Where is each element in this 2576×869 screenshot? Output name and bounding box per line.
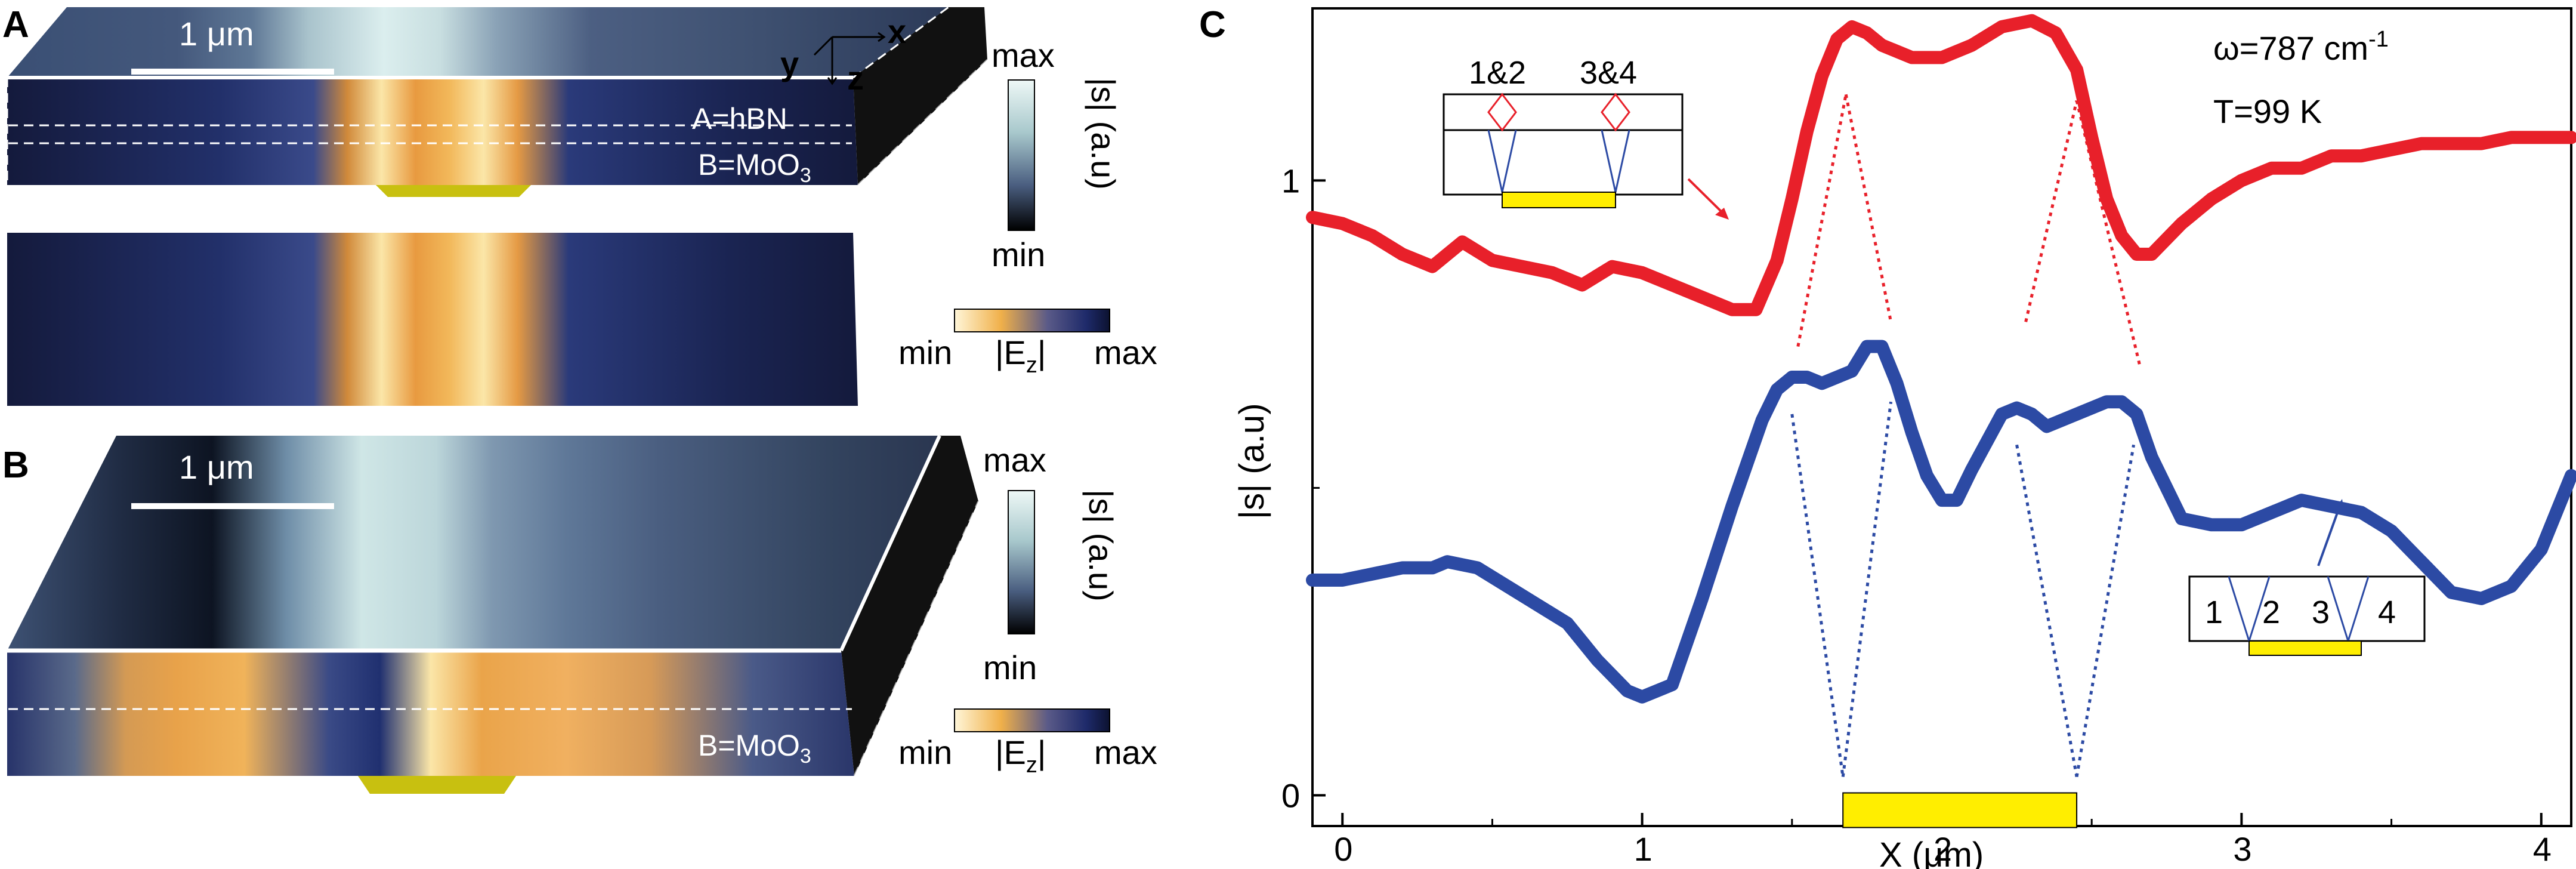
panel-a-cbar-max: max xyxy=(992,36,1055,74)
panel-b-colorbar-e xyxy=(954,708,1110,732)
inset-bottom: 1 2 3 4 xyxy=(2188,499,2426,656)
y-tick-label: 0 xyxy=(1281,776,1300,814)
panel-a-gold-contact xyxy=(376,185,531,197)
panel-b-cbar-min: min xyxy=(983,649,1037,686)
omega-label: ω=787 cm-1 xyxy=(2213,27,2389,67)
panel-a-colorbar-e xyxy=(954,309,1110,332)
x-axis-label: X (μm) xyxy=(1879,836,1984,869)
panel-c-letter: C xyxy=(1199,4,1226,45)
panel-a-axes-triad xyxy=(813,32,886,85)
blue-guide-line xyxy=(2075,444,2135,778)
panel-b: B 1 μm B=MoO3 max min |s| (a.u) min max … xyxy=(2,434,1157,794)
gold-antenna-bar xyxy=(1842,792,2078,828)
panel-b-colorbar-s xyxy=(1008,490,1035,634)
x-tick-label: 3 xyxy=(2233,830,2251,868)
red-guide-line xyxy=(2024,100,2078,322)
chart-series xyxy=(1306,14,2576,704)
y-axis-label: |s| (a.u) xyxy=(1233,403,1271,519)
axis-ticks: 0 1 2 3 401 xyxy=(1281,162,2552,868)
panel-a-cbar-label: |s| (a.u) xyxy=(1085,78,1122,190)
panel-a-ecbar-min: min xyxy=(898,334,952,371)
inset-bottom-3: 3 xyxy=(2312,594,2330,630)
inset-bottom-1: 1 xyxy=(2205,594,2223,630)
panel-a-layer-a: A=hBN xyxy=(692,102,787,135)
chart-overlays xyxy=(1790,94,2142,828)
inset-top: 1&2 3&4 xyxy=(1443,55,1729,220)
panel-b-front-face xyxy=(7,651,854,776)
panel-b-ecbar-max: max xyxy=(1094,734,1157,771)
x-tick-label: 4 xyxy=(2533,830,2552,868)
panel-b-letter: B xyxy=(2,445,29,486)
panel-a-axis-z: z xyxy=(847,59,864,97)
inset-bottom-4: 4 xyxy=(2378,594,2396,630)
x-tick-label: 2 xyxy=(1933,830,1952,868)
panel-a-axis-x: x xyxy=(888,13,906,50)
inset-top-label-34: 3&4 xyxy=(1580,55,1637,91)
panel-c: C |s| (a.u) X (μm) 0 1 2 3 401 ω=787 cm-1 T=… xyxy=(1199,4,2576,869)
panel-a-layer-b: B=MoO3 xyxy=(698,148,811,187)
panel-b-gold-contact xyxy=(358,776,516,794)
panel-b-ecbar-label: |Ez| xyxy=(995,734,1046,778)
inset-bottom-2: 2 xyxy=(2262,594,2280,630)
y-tick-label: 1 xyxy=(1281,162,1300,199)
blue-guide-line xyxy=(1790,414,1845,777)
panel-b-cbar-max: max xyxy=(983,441,1046,479)
panel-b-scale-label: 1 μm xyxy=(179,448,254,486)
red-guide-line xyxy=(1844,94,1893,322)
panel-b-layer-b: B=MoO3 xyxy=(698,729,811,768)
panel-b-cbar-label: |s| (a.u) xyxy=(1082,489,1120,602)
panel-a-ecbar-label: |Ez| xyxy=(995,334,1046,378)
series-red-line xyxy=(1306,14,2576,316)
panel-a-colorbar-s xyxy=(1008,79,1035,231)
x-tick-label: 1 xyxy=(1634,830,1653,868)
panel-a-letter: A xyxy=(2,4,29,45)
panel-b-top-surface xyxy=(7,436,940,651)
panel-a-front-face xyxy=(7,78,858,185)
panel-a-top-surface xyxy=(7,7,949,78)
panel-b-ecbar-min: min xyxy=(898,734,952,771)
inset-top-label-12: 1&2 xyxy=(1469,55,1526,91)
panel-a-cbar-min: min xyxy=(992,236,1045,273)
panel-a-scale-label: 1 μm xyxy=(179,15,254,53)
panel-a-bottom-block xyxy=(7,233,858,406)
temperature-label: T=99 K xyxy=(2213,93,2322,130)
blue-guide-line xyxy=(2015,444,2078,778)
red-guide-line xyxy=(1796,94,1848,347)
blue-guide-line xyxy=(1841,401,1893,777)
panel-a-side-face xyxy=(853,7,987,185)
series-blue-line xyxy=(1306,340,2576,704)
panel-a-axis-y: y xyxy=(780,45,799,82)
panel-b-side-face xyxy=(841,436,978,776)
panel-a-ecbar-max: max xyxy=(1094,334,1157,371)
panel-a: A 1 μm x y z A=hBN B=MoO3 m xyxy=(2,4,1157,378)
x-tick-label: 0 xyxy=(1334,830,1352,868)
